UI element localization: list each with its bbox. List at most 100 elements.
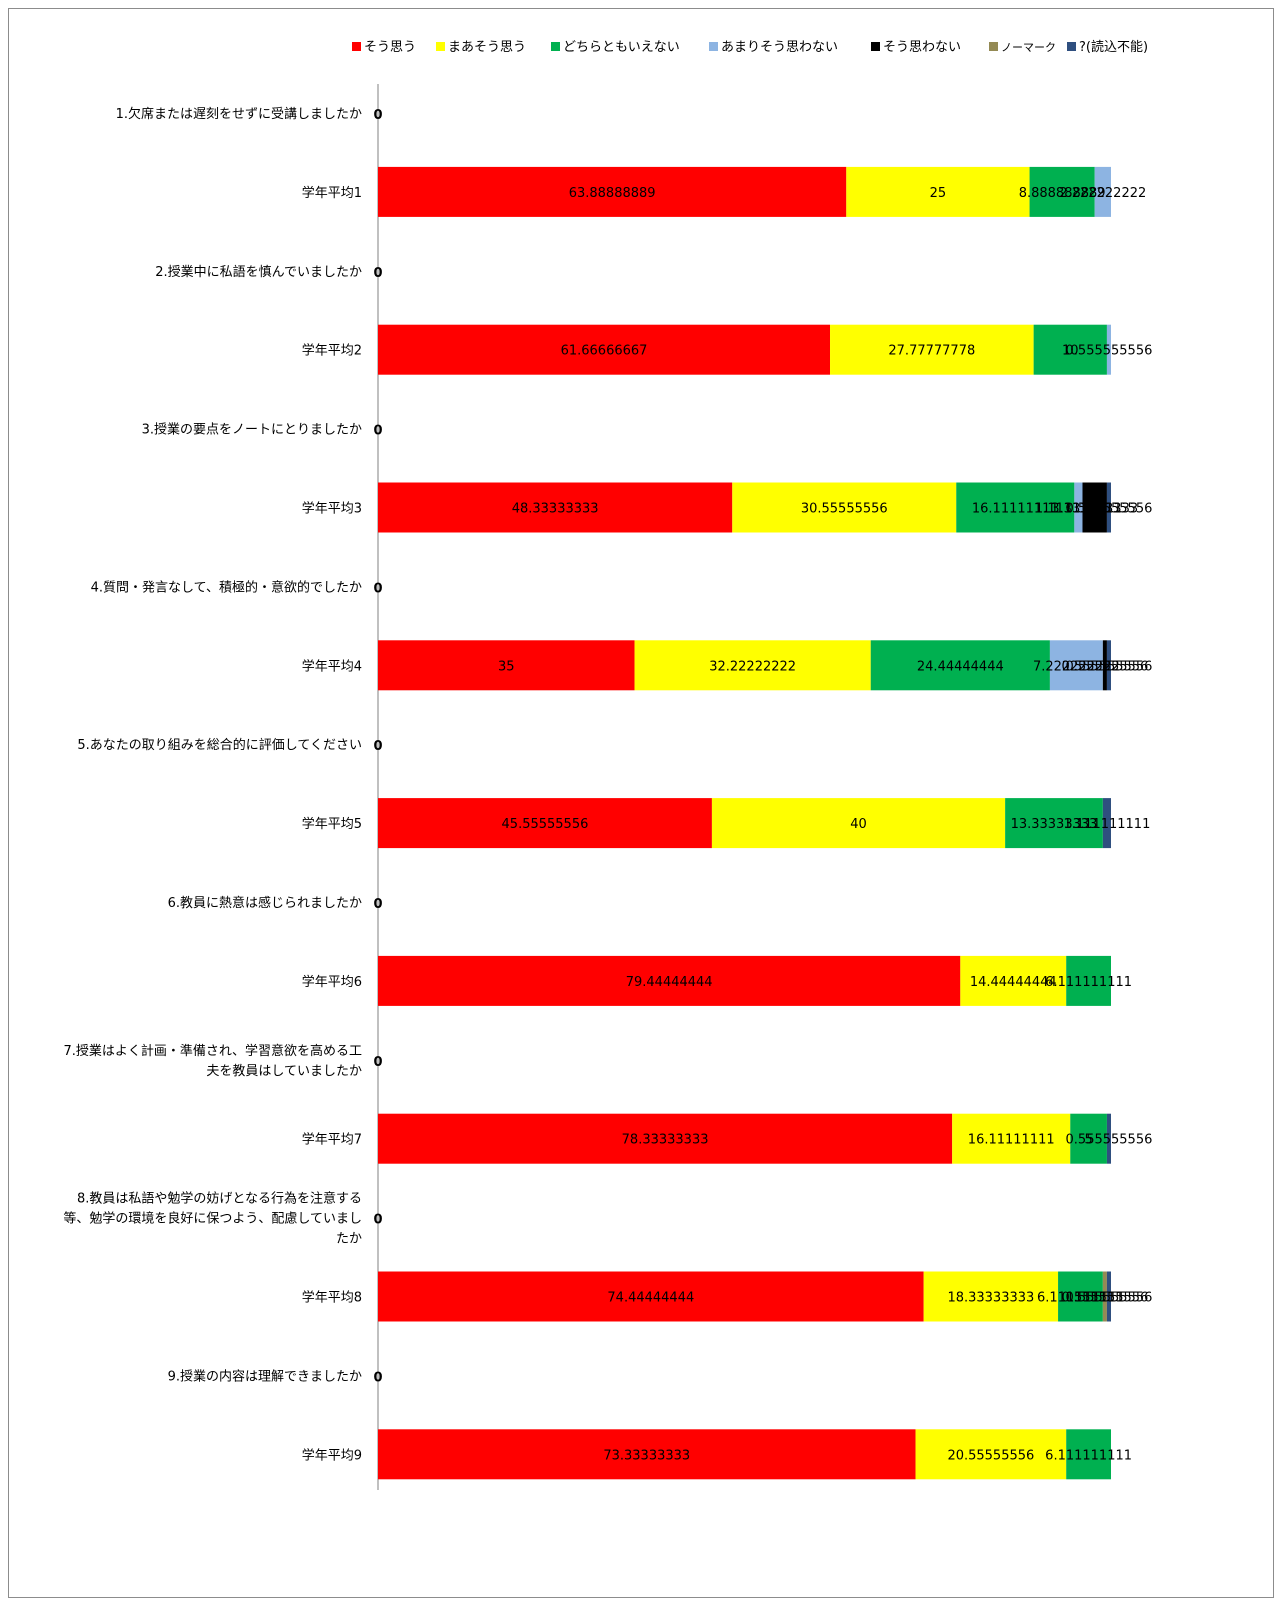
data-label: 32.22222222	[709, 659, 796, 674]
category-label-line: 学年平均5	[302, 816, 362, 832]
bar-segment	[915, 1429, 1067, 1480]
zero-value-label: 0	[373, 897, 382, 912]
category-label: 学年平均1	[302, 185, 362, 201]
data-label: 74.44444444	[607, 1291, 694, 1306]
data-label: 6.111111111	[1037, 1291, 1124, 1306]
bar-segment	[1066, 955, 1111, 1006]
data-label: 18.33333333	[947, 1291, 1034, 1306]
bar-segment	[1102, 1271, 1107, 1322]
data-label: 35	[498, 659, 515, 674]
legend-swatch	[871, 42, 880, 51]
bar-segment	[960, 955, 1067, 1006]
category-label: 学年平均2	[302, 343, 362, 359]
bar-segment	[732, 482, 957, 533]
data-label: 6.111111111	[1045, 975, 1132, 990]
data-label: 63.88888889	[569, 186, 656, 201]
legend-swatch	[709, 42, 718, 51]
legend-swatch	[352, 42, 361, 51]
bar-segment	[923, 1271, 1059, 1322]
category-label: 2.授業中に私語を慎んでいましたか	[155, 264, 362, 280]
bar-segment	[1094, 166, 1111, 217]
legend-swatch	[436, 42, 445, 51]
category-label: 学年平均4	[302, 658, 362, 674]
zero-value-label: 0	[373, 266, 382, 281]
bar-segment	[1102, 798, 1111, 849]
data-label: 79.44444444	[626, 975, 713, 990]
category-label-line: 6.教員に熱意は感じられましたか	[168, 895, 362, 911]
data-label: 1.111111111	[1035, 502, 1122, 517]
data-label: 0.555555556	[1066, 344, 1153, 359]
category-label-line: 9.授業の内容は理解できましたか	[168, 1368, 362, 1384]
category-label: 学年平均6	[302, 974, 362, 990]
bar-segment	[378, 640, 635, 691]
category-label: 1.欠席または遅刻をせずに受講しましたか	[116, 106, 362, 122]
bar-segment	[711, 798, 1006, 849]
category-label-line: 7.授業はよく計画・準備され、学習意欲を高める工	[63, 1043, 362, 1059]
data-label: 0.555555556	[1066, 1133, 1153, 1148]
category-label-line: 学年平均6	[302, 974, 362, 990]
category-label-line: 学年平均3	[302, 501, 362, 517]
zero-value-label: 0	[373, 581, 382, 596]
category-label: 4.質問・発言なして、積極的・意欲的でしたか	[91, 579, 362, 595]
legend-label: ノーマーク	[1001, 41, 1056, 54]
bar-segment	[378, 482, 733, 533]
bar-segment	[378, 1429, 916, 1480]
category-label-line: 5.あなたの取り組みを総合的に評価してください	[77, 737, 362, 753]
bar-segment	[1082, 482, 1107, 533]
category-label-line: 8.教員は私語や勉学の妨げとなる行為を注意する	[77, 1191, 362, 1207]
data-label: 5	[1084, 1133, 1092, 1148]
bar-segment	[956, 482, 1075, 533]
bar-segment	[1102, 640, 1107, 691]
data-label: 16.11111111	[972, 502, 1059, 517]
category-label-line: たか	[336, 1232, 362, 1247]
legend-swatch	[551, 42, 560, 51]
data-label: 25	[930, 186, 947, 201]
category-label: 学年平均9	[302, 1447, 362, 1463]
legend-label: そう思う	[364, 40, 416, 55]
category-label: 6.教員に熱意は感じられましたか	[168, 895, 362, 911]
category-labels: 1.欠席または遅刻をせずに受講しましたか 0 学年平均1 2.授業中に私語を慎んでいま…	[63, 106, 382, 1463]
bar-segment	[1106, 640, 1111, 691]
data-label: 0.555555556	[1061, 659, 1148, 674]
category-label: 9.授業の内容は理解できましたか	[168, 1368, 362, 1384]
category-label-line: 学年平均7	[302, 1132, 362, 1148]
bar-segment	[952, 1113, 1071, 1164]
category-label: 学年平均8	[302, 1290, 362, 1306]
data-label: 7.222222222	[1033, 659, 1120, 674]
legend-label: どちらともいえない	[563, 40, 680, 55]
data-label: 24.44444444	[917, 659, 1004, 674]
bar-segment	[378, 324, 831, 375]
bar-segment	[1005, 798, 1103, 849]
data-label: 10	[1062, 344, 1079, 359]
category-label-line: 4.質問・発言なして、積極的・意欲的でしたか	[91, 579, 362, 595]
bar-segment	[378, 955, 961, 1006]
legend-label: まあそう思う	[448, 40, 526, 55]
legend: そう思う まあそう思う どちらともいえない あまりそう思わない そう思わない ノーマーク?…	[352, 39, 1148, 55]
data-label: 30.55555556	[801, 502, 888, 517]
data-label: 6.111111111	[1045, 1448, 1132, 1463]
category-label: 学年平均3	[302, 501, 362, 517]
bar-segment	[378, 798, 712, 849]
zero-value-label: 0	[373, 1055, 382, 1070]
category-label-line: 夫を教員はしていましたか	[206, 1063, 362, 1079]
data-label: 0.555555556	[1066, 1291, 1153, 1306]
category-label: 学年平均7	[302, 1132, 362, 1148]
category-label-line: 学年平均2	[302, 343, 362, 359]
category-label-line: 学年平均8	[302, 1290, 362, 1306]
bars	[378, 166, 1111, 1480]
zero-value-label: 0	[373, 108, 382, 123]
zero-value-label: 0	[373, 424, 382, 439]
bar-segment	[1106, 1271, 1111, 1322]
bar-segment	[378, 1271, 924, 1322]
category-label-line: 等、勉学の環境を良好に保つよう、配慮していまし	[63, 1211, 362, 1227]
legend-label: ?(読込不能)	[1079, 39, 1148, 55]
bar-segment	[830, 324, 1034, 375]
data-label: 78.33333333	[622, 1133, 709, 1148]
bar-segment	[846, 166, 1030, 217]
zero-value-label: 0	[373, 739, 382, 754]
zero-value-label: 0	[373, 1370, 382, 1385]
data-label: 8.888888889	[1019, 186, 1106, 201]
data-label: 48.33333333	[512, 502, 599, 517]
